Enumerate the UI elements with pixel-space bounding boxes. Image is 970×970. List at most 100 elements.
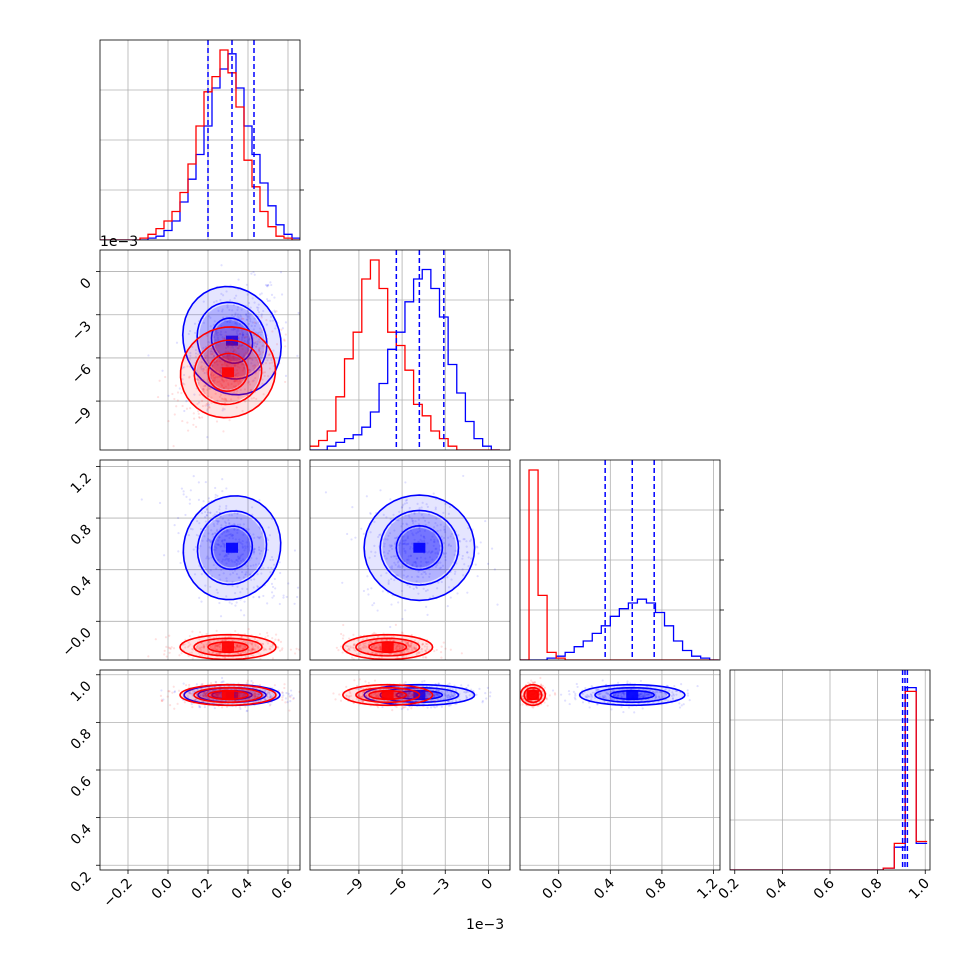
scatter-point bbox=[432, 526, 436, 529]
scatter-point bbox=[225, 562, 228, 565]
scatter-point bbox=[396, 565, 400, 568]
scatter-point bbox=[605, 691, 608, 694]
scatter-point bbox=[168, 704, 172, 707]
scatter-point bbox=[217, 652, 220, 656]
scatter-point bbox=[241, 331, 244, 334]
scatter-point bbox=[249, 388, 252, 392]
scatter-point bbox=[236, 531, 239, 535]
scatter-point bbox=[349, 691, 352, 695]
scatter-point bbox=[414, 561, 417, 564]
scatter-point bbox=[431, 594, 435, 598]
scatter-point bbox=[293, 602, 296, 605]
scatter-point bbox=[238, 694, 241, 697]
scatter-point bbox=[417, 698, 420, 701]
scatter-point bbox=[428, 700, 432, 703]
scatter-point bbox=[404, 550, 407, 553]
scatter-point bbox=[622, 694, 626, 697]
scatter-point bbox=[222, 386, 226, 389]
scatter-point bbox=[202, 701, 205, 704]
scatter-point bbox=[233, 374, 236, 377]
scatter-point bbox=[400, 589, 404, 593]
scatter-point bbox=[465, 540, 468, 543]
contour-red-0 bbox=[341, 633, 434, 660]
scatter-point bbox=[402, 655, 405, 658]
scatter-point bbox=[233, 363, 237, 367]
scatter-point bbox=[423, 519, 427, 522]
scatter-point bbox=[250, 388, 253, 392]
scatter-point bbox=[298, 648, 300, 651]
scatter-point bbox=[476, 546, 479, 549]
scatter-point bbox=[639, 692, 642, 696]
scatter-point bbox=[425, 694, 428, 698]
scatter-point bbox=[236, 693, 239, 696]
scatter-point bbox=[370, 645, 374, 648]
scatter-point bbox=[257, 647, 260, 650]
scatter-point bbox=[381, 705, 384, 709]
scatter-point bbox=[253, 693, 256, 696]
scatter-point bbox=[283, 683, 286, 686]
scatter-point bbox=[258, 683, 262, 687]
scatter-point bbox=[433, 533, 436, 536]
scatter-point bbox=[234, 386, 237, 389]
scatter-point bbox=[208, 686, 212, 689]
scatter-point bbox=[193, 573, 197, 576]
scatter-point bbox=[247, 649, 251, 652]
scatter-point bbox=[283, 686, 286, 690]
scatter-point bbox=[350, 538, 353, 541]
scatter-point bbox=[218, 645, 221, 648]
scatter-point bbox=[386, 653, 389, 656]
scatter-point bbox=[233, 327, 236, 331]
scatter-point bbox=[245, 571, 248, 574]
scatter-point bbox=[296, 586, 300, 589]
scatter-point bbox=[235, 351, 238, 354]
scatter-point bbox=[655, 690, 658, 693]
scatter-point bbox=[395, 695, 399, 698]
scatter-point bbox=[251, 648, 254, 651]
scatter-point bbox=[221, 409, 224, 412]
scatter-point bbox=[365, 646, 368, 649]
scatter-point bbox=[441, 564, 445, 567]
scatter-point bbox=[420, 513, 424, 516]
scatter-point bbox=[254, 341, 257, 344]
scatter-point bbox=[197, 410, 200, 413]
scatter-point bbox=[412, 694, 415, 697]
scatter-point bbox=[400, 506, 404, 509]
scatter-point bbox=[241, 694, 244, 697]
scatter-point bbox=[187, 654, 190, 657]
scatter-point bbox=[239, 381, 242, 384]
scatter-point bbox=[209, 387, 212, 390]
scatter-point bbox=[270, 695, 273, 698]
scatter-point bbox=[414, 648, 417, 651]
scatter-point bbox=[240, 376, 243, 379]
scatter-point bbox=[337, 648, 340, 652]
scatter-point bbox=[414, 562, 418, 565]
scatter-point bbox=[238, 557, 241, 560]
scatter-point bbox=[255, 358, 258, 362]
scatter-point bbox=[239, 579, 242, 582]
scatter-point bbox=[395, 645, 399, 648]
scatter-point bbox=[411, 519, 414, 522]
scatter-point bbox=[197, 412, 200, 415]
scatter-point bbox=[257, 694, 260, 697]
scatter-point bbox=[412, 692, 415, 695]
scatter-point bbox=[215, 692, 219, 695]
scatter-point bbox=[432, 687, 435, 690]
scatter-point bbox=[379, 652, 382, 656]
scatter-point bbox=[220, 539, 224, 542]
scatter-point bbox=[204, 694, 207, 697]
scatter-point bbox=[193, 690, 196, 693]
scatter-point bbox=[407, 555, 410, 558]
scatter-point bbox=[404, 542, 407, 545]
peak-red bbox=[381, 690, 394, 700]
scatter-point bbox=[216, 376, 219, 379]
scatter-point bbox=[396, 574, 399, 577]
scatter-point bbox=[215, 331, 218, 335]
scatter-point bbox=[348, 637, 351, 640]
scatter-point bbox=[231, 639, 234, 642]
scatter-point bbox=[254, 694, 257, 698]
scatter-point bbox=[410, 707, 413, 710]
scatter-point bbox=[449, 535, 452, 538]
scatter-point bbox=[198, 416, 201, 419]
scatter-point bbox=[207, 636, 211, 639]
scatter-point bbox=[234, 630, 237, 633]
